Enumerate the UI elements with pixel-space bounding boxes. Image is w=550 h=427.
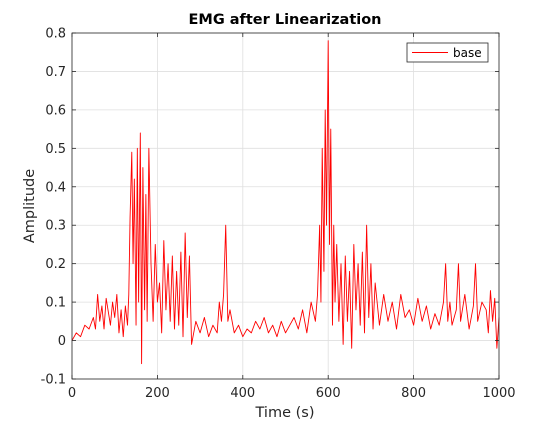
x-axis-title: Time (s): [255, 405, 315, 421]
x-tick-label: 200: [145, 386, 170, 401]
y-tick-label: 0.1: [45, 296, 66, 311]
tick-labels: 0 200 400 600 800 1000-0.100.10.20.30.40.50.6…: [41, 27, 516, 402]
y-tick-label: 0.6: [45, 103, 66, 118]
plot-frame: [71, 32, 500, 380]
chart-title: EMG after Linearization: [188, 12, 381, 28]
y-tick-label: 0.2: [45, 257, 66, 272]
x-tick-label: 400: [230, 386, 255, 401]
series-layer: [71, 40, 500, 365]
tick-marks: [71, 32, 500, 380]
x-tick-label: 600: [316, 386, 341, 401]
y-axis-title: Amplitude: [22, 169, 38, 243]
legend-label-base: base: [453, 46, 482, 60]
y-tick-label: 0.3: [45, 219, 66, 234]
y-tick-label: 0.7: [45, 65, 66, 80]
y-tick-label: 0.4: [45, 180, 66, 195]
y-tick-label: 0.8: [45, 27, 66, 42]
legend: base: [406, 42, 489, 63]
grid-lines: [71, 32, 500, 380]
series-line-base: [71, 40, 500, 365]
y-tick-label: -0.1: [41, 373, 66, 388]
x-tick-label: 800: [401, 386, 426, 401]
x-tick-label: 0: [68, 386, 76, 401]
y-tick-label: 0: [58, 334, 66, 349]
plot-area-background: [72, 33, 499, 379]
y-tick-label: 0.5: [45, 142, 66, 157]
x-tick-label: 1000: [482, 386, 515, 401]
